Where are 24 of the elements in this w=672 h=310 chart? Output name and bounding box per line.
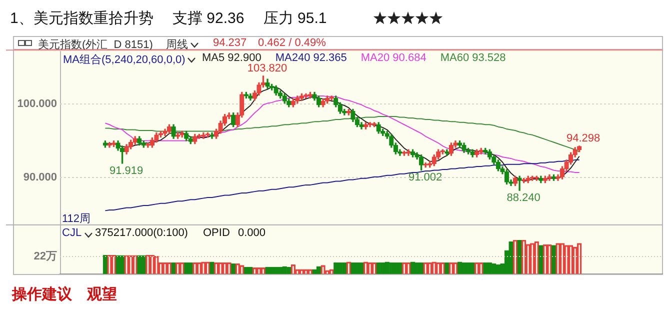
ref-line-label: 22万 — [34, 250, 57, 263]
text: 0.462 / 0.49% — [258, 37, 326, 49]
annotation: 91.002 — [408, 172, 442, 184]
text: 0.000 — [238, 227, 266, 239]
text: MA240 92.365 — [275, 52, 347, 64]
annotation: 91.919 — [109, 165, 144, 178]
chart-subtitle: 美元指数(外汇_D 8151) — [38, 38, 153, 52]
text: MA5 92.900 — [202, 52, 262, 64]
y-tick-label: 90.000 — [23, 172, 57, 184]
annotation: 103.820 — [247, 62, 288, 74]
text: 94.237 — [213, 37, 247, 49]
text: MA20 90.684 — [360, 52, 426, 64]
text: 375217.000(0:100) — [95, 227, 188, 239]
annotation: 周线 — [166, 38, 188, 52]
annotation: 88.240 — [506, 192, 540, 204]
chart-title: 1、美元指数重拾升势 支撑 92.36 压力 95.1 — [10, 9, 327, 28]
text: OPID — [203, 227, 230, 239]
text: 112周 — [62, 212, 91, 226]
text: 操作建议 观望 — [12, 285, 117, 304]
text: MA60 93.528 — [440, 52, 506, 64]
y-tick-label: 100.000 — [17, 98, 57, 110]
annotation: 94.298 — [566, 132, 600, 145]
annotation: MA组合(5,240,20,60,0,0) — [63, 53, 186, 67]
text: CJL — [62, 227, 82, 239]
